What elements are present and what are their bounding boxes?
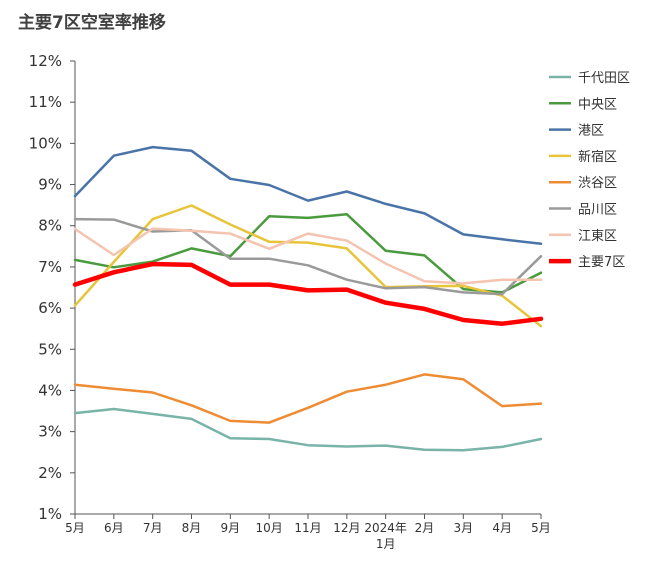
x-tick-label: 6月 <box>104 521 124 535</box>
legend-label: 品川区 <box>578 203 617 218</box>
chart-title: 主要7区空室率推移 <box>18 13 166 33</box>
legend-label: 主要7区 <box>578 255 625 270</box>
x-tick-label: 2月 <box>415 521 435 535</box>
y-tick-label: 8% <box>38 217 62 235</box>
x-tick-label: 5月 <box>531 521 551 535</box>
y-tick-label: 7% <box>38 258 62 276</box>
x-tick-label: 3月 <box>454 521 474 535</box>
series-line-7 <box>73 227 543 285</box>
y-tick-label: 5% <box>38 340 62 358</box>
x-tick-label: 7月 <box>143 521 163 535</box>
x-tick-label: 9月 <box>221 521 241 535</box>
x-tick-label: 2024年 1月 <box>364 521 407 551</box>
y-tick-label: 12% <box>29 52 62 70</box>
x-tick-label: 11月 <box>294 521 321 535</box>
legend-label: 江東区 <box>578 228 617 244</box>
y-tick-label: 6% <box>38 299 62 317</box>
x-tick-label: 4月 <box>492 521 512 535</box>
series-line-6 <box>73 217 543 296</box>
x-tick-label: 8月 <box>182 521 202 535</box>
legend-label: 渋谷区 <box>578 176 617 191</box>
series-line-5 <box>73 373 543 424</box>
series-line-8 <box>72 261 544 326</box>
y-tick-label: 2% <box>38 464 62 482</box>
y-tick-label: 9% <box>38 176 62 194</box>
y-tick-label: 11% <box>29 93 62 111</box>
series-line-3 <box>73 145 543 246</box>
series-line-4 <box>73 204 543 328</box>
legend-label: 中央区 <box>578 97 617 112</box>
x-tick-label: 5月 <box>65 521 85 535</box>
legend-label: 新宿区 <box>578 149 617 165</box>
x-tick-label: 12月 <box>333 521 360 535</box>
series-line-1 <box>73 407 543 452</box>
legend-label: 千代田区 <box>578 71 630 86</box>
y-tick-label: 3% <box>38 423 62 441</box>
legend-label: 港区 <box>578 124 604 139</box>
y-tick-label: 10% <box>29 134 62 152</box>
x-tick-label: 10月 <box>256 521 283 535</box>
series-line-2 <box>73 212 543 294</box>
y-tick-label: 4% <box>38 381 62 399</box>
y-tick-label: 1% <box>38 505 62 523</box>
